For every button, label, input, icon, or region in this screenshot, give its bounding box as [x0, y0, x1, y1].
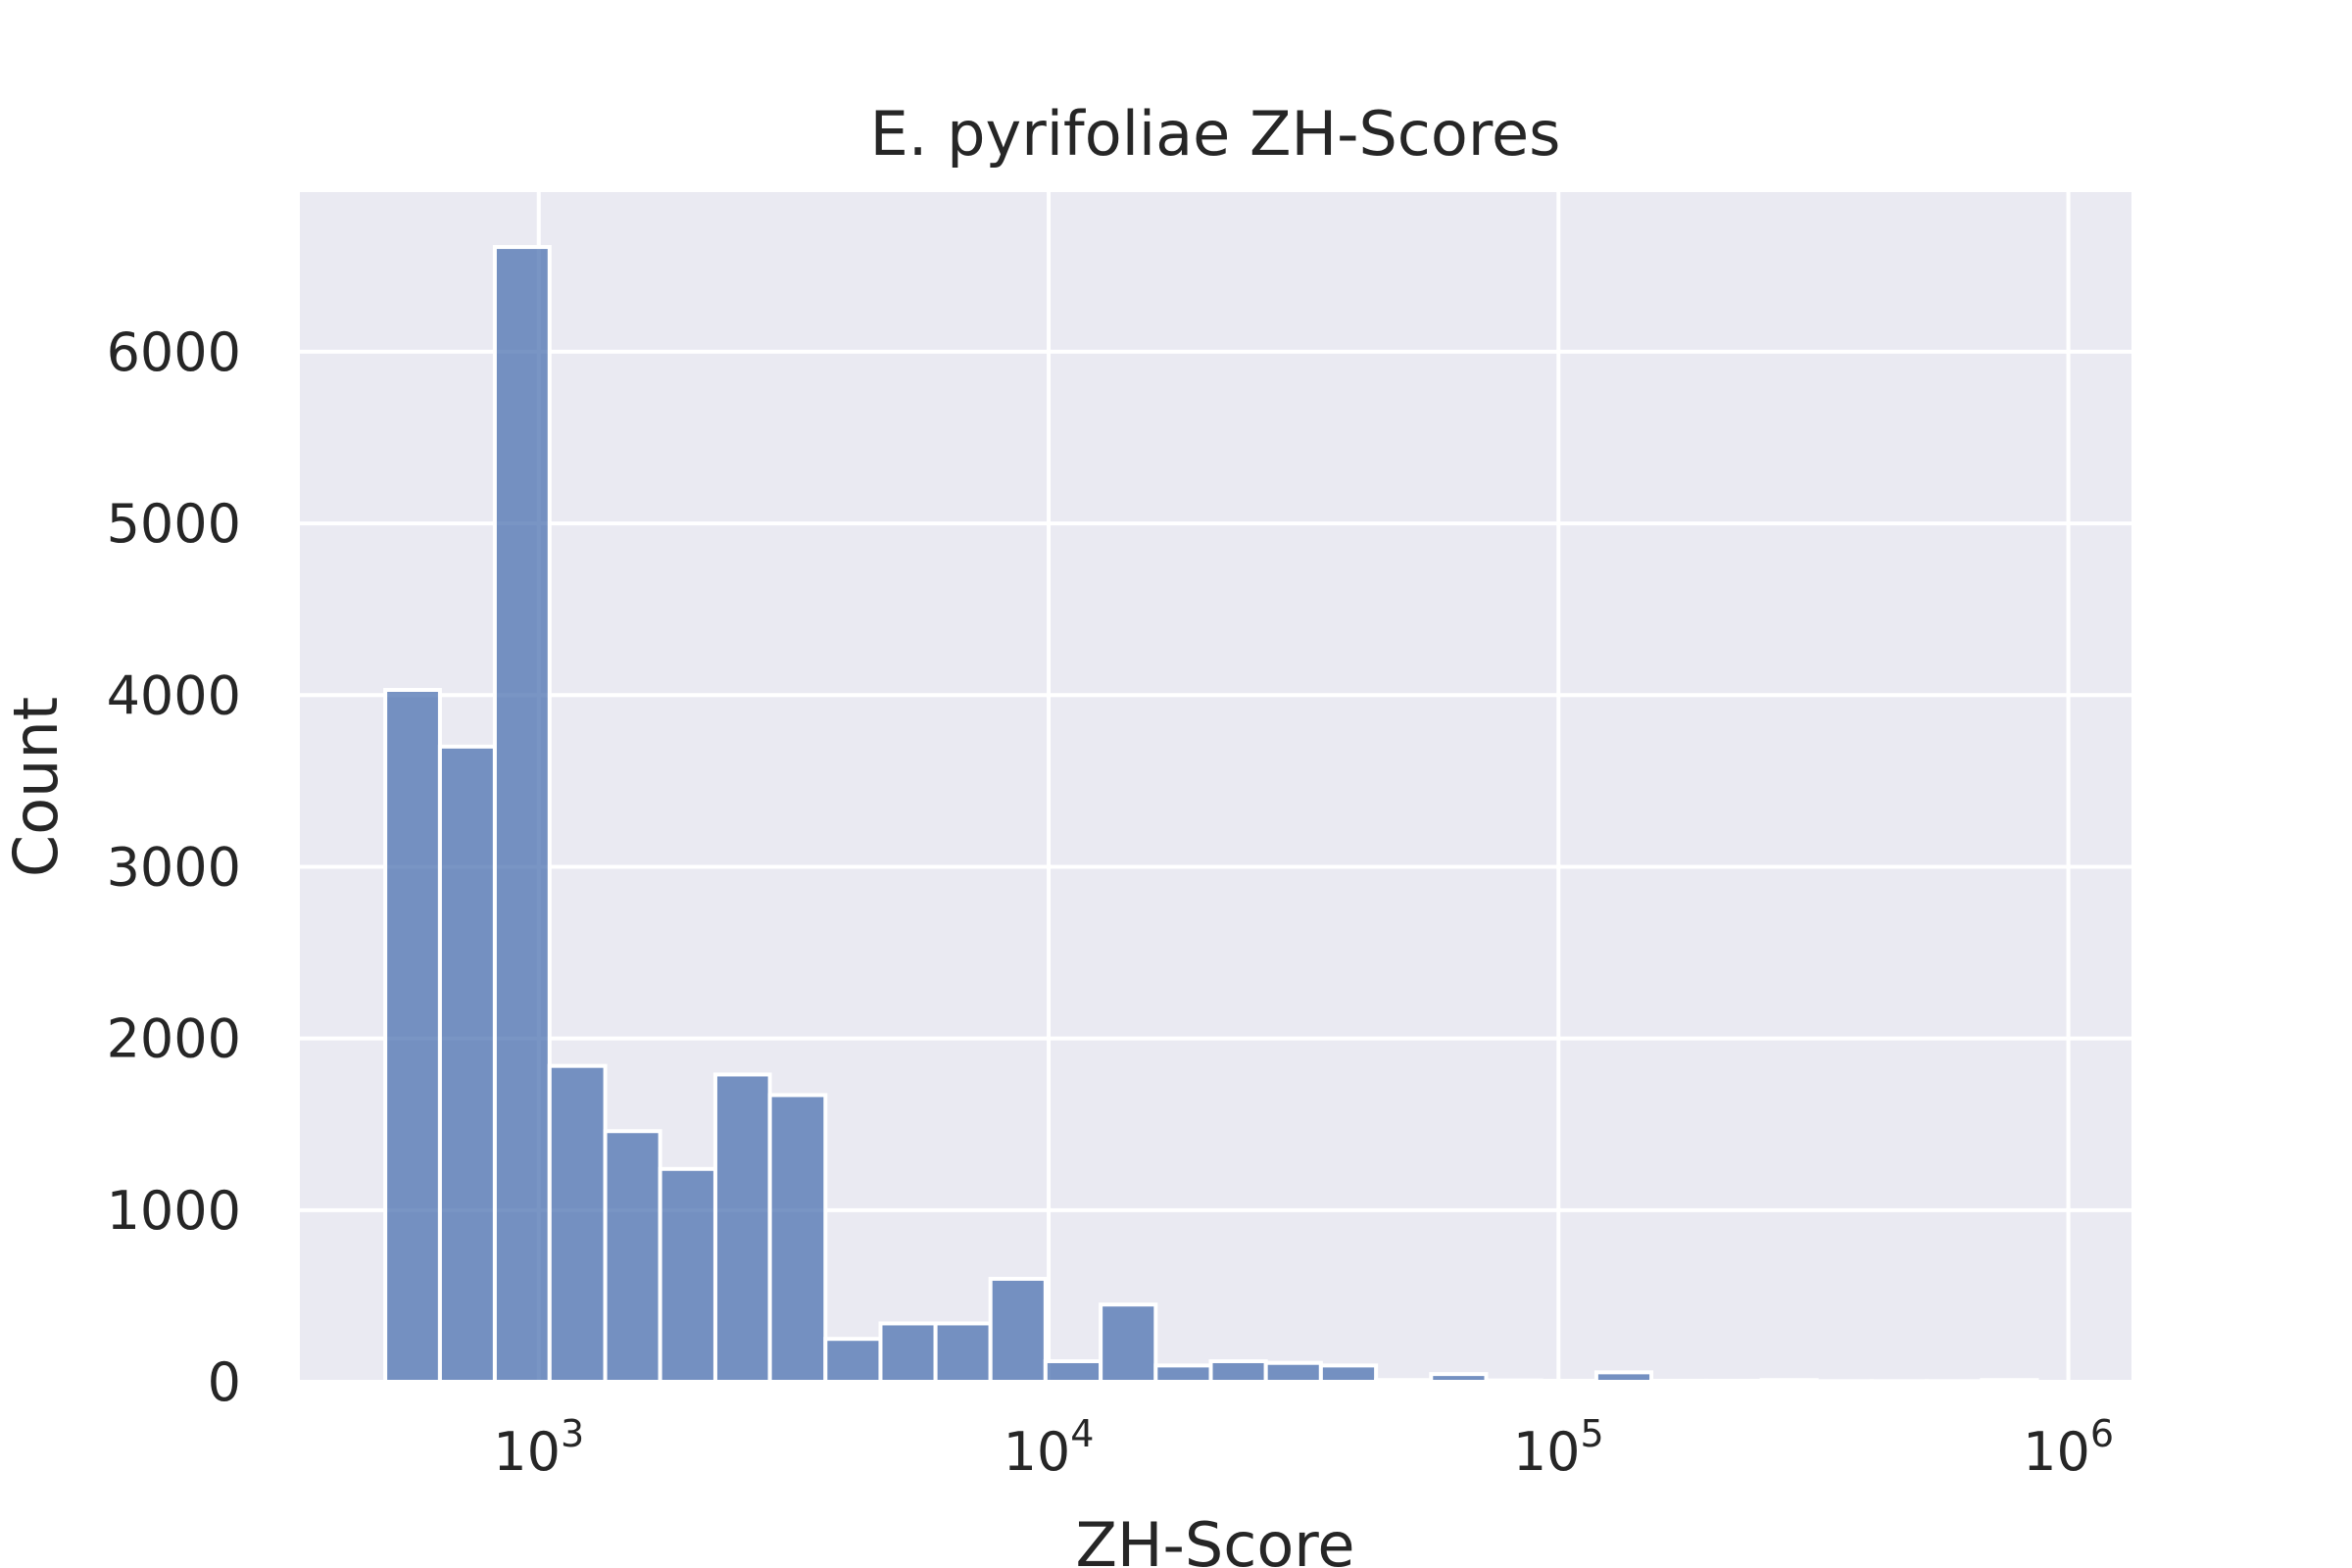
histogram-bar [1153, 1363, 1213, 1385]
histogram-bar [1649, 1378, 1709, 1385]
x-axis-label: ZH-Score [1075, 1509, 1354, 1568]
histogram-bar [1099, 1302, 1158, 1384]
histogram-bar [823, 1337, 883, 1385]
y-tick-labels: 0 1000 2000 3000 4000 5000 6000 [107, 321, 241, 1413]
chart-title: E. pyrifoliae ZH-Scores [870, 98, 1561, 170]
y-tick-label: 6000 [107, 321, 241, 383]
histogram-bar [1869, 1379, 1930, 1385]
histogram-bar [437, 744, 497, 1384]
x-tick-label: 104 [1004, 1412, 1095, 1483]
histogram-bar [988, 1276, 1048, 1384]
histogram-bar [1318, 1363, 1379, 1385]
histogram-bar [712, 1072, 772, 1384]
histogram-bar [1429, 1372, 1489, 1385]
x-tick-label: 105 [1513, 1412, 1604, 1483]
histogram-bar [383, 688, 442, 1384]
histogram-bar [1043, 1358, 1103, 1385]
y-tick-label: 4000 [107, 664, 241, 726]
y-tick-label: 2000 [107, 1008, 241, 1070]
histogram-bar [1814, 1379, 1874, 1385]
histogram-bar [1484, 1378, 1544, 1384]
histogram-bar [933, 1321, 993, 1385]
histogram-bar [1759, 1378, 1819, 1384]
x-tick-labels: 103 104 105 106 [493, 1412, 2114, 1483]
x-tick-label: 106 [2023, 1412, 2114, 1483]
histogram-bar [1704, 1378, 1764, 1385]
histogram-bar [1263, 1360, 1323, 1384]
y-axis-label: Count [0, 697, 72, 877]
histogram-bar [1593, 1370, 1654, 1385]
histogram-bar [492, 245, 552, 1384]
histogram-bar [1980, 1378, 2039, 1384]
histogram-bar [1374, 1378, 1434, 1384]
histogram-bars [383, 245, 2039, 1385]
y-tick-label: 3000 [107, 836, 241, 898]
histogram-bar [547, 1063, 608, 1384]
y-tick-label: 1000 [107, 1180, 241, 1242]
histogram-bar [1208, 1358, 1268, 1385]
histogram-bar [603, 1129, 662, 1385]
histogram-bar [658, 1166, 717, 1385]
histogram-bar [878, 1321, 938, 1385]
x-tick-label: 103 [493, 1412, 584, 1483]
histogram-bar [1539, 1378, 1598, 1385]
y-tick-label: 0 [208, 1351, 241, 1413]
histogram-bar [1925, 1379, 1984, 1385]
histogram-bar [767, 1093, 828, 1384]
y-tick-label: 5000 [107, 493, 241, 555]
